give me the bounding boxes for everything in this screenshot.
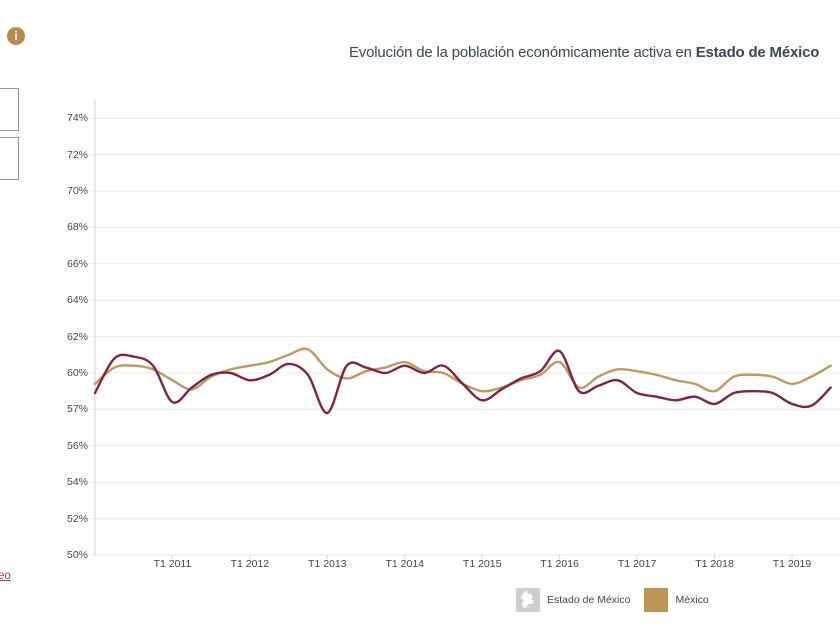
chart-legend: Estado de México México <box>516 588 709 612</box>
y-tick-label: 68% <box>66 221 88 234</box>
x-tick-label: T1 2012 <box>230 558 270 570</box>
chart-title-region: Estado de México <box>695 44 820 61</box>
series-line-méxico <box>93 347 832 393</box>
x-tick-label: T1 2017 <box>617 558 657 570</box>
y-tick-label: 52% <box>66 512 88 525</box>
y-tick-label: 57% <box>66 403 88 416</box>
left-panel-button-2[interactable] <box>0 137 19 180</box>
legend-item-mexico[interactable]: México <box>644 588 709 612</box>
truncated-link[interactable]: eo <box>0 570 11 582</box>
x-tick-label: T1 2016 <box>540 558 579 570</box>
legend-label: México <box>675 594 709 606</box>
x-tick-label: T1 2019 <box>772 558 812 570</box>
mexico-color-swatch <box>644 588 669 612</box>
x-tick-label: T1 2015 <box>462 558 502 570</box>
y-tick-label: 54% <box>66 476 88 489</box>
y-tick-label: 74% <box>66 112 88 125</box>
legend-item-estado-de-mexico[interactable]: Estado de México <box>516 588 630 612</box>
y-tick-label: 50% <box>66 549 88 561</box>
chart-title: Evolución de la población económicamente… <box>349 44 819 61</box>
x-tick-label: T1 2013 <box>308 558 347 570</box>
y-tick-label: 62% <box>66 330 88 343</box>
x-tick-label: T1 2014 <box>385 558 425 570</box>
chart-title-prefix: Evolución de la población económicamente… <box>349 44 696 61</box>
series-line-estado-de-méxico <box>93 349 832 415</box>
estado-de-mexico-map-icon <box>516 588 540 612</box>
y-tick-label: 56% <box>66 439 88 452</box>
y-tick-label: 64% <box>66 294 88 307</box>
y-tick-label: 72% <box>66 148 88 161</box>
legend-label: Estado de México <box>547 594 631 606</box>
x-tick-label: T1 2018 <box>695 558 734 570</box>
x-tick-label: T1 2011 <box>153 558 192 570</box>
y-tick-label: 60% <box>66 367 88 379</box>
y-tick-label: 70% <box>66 185 88 197</box>
info-icon[interactable]: i <box>7 27 25 45</box>
left-panel-button-1[interactable] <box>0 88 19 131</box>
y-tick-label: 66% <box>66 257 88 270</box>
